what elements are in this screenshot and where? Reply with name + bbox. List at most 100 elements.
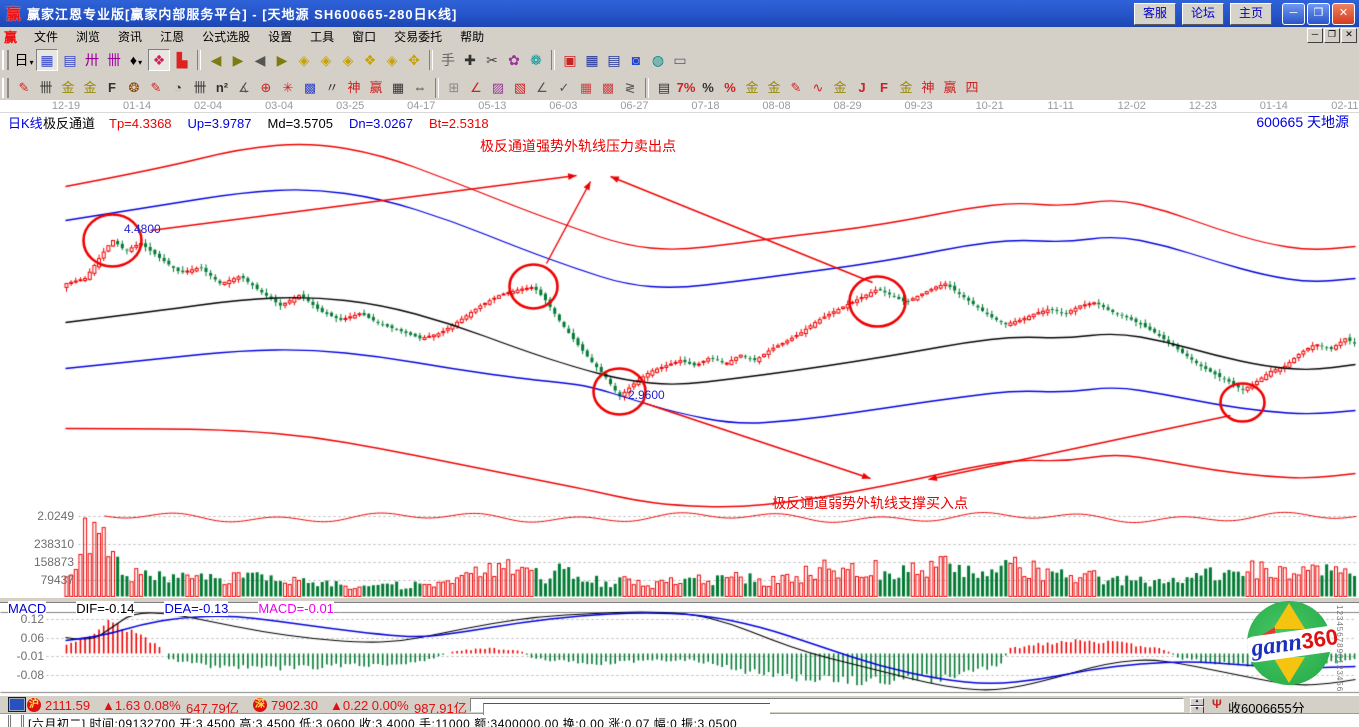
box-rays2-icon[interactable]: ▧ (513, 79, 527, 95)
spiral-icon[interactable]: ❂ (128, 79, 140, 95)
red-grid-icon[interactable]: ▦ (579, 79, 593, 95)
price-box-icon[interactable]: ⊞ (448, 79, 460, 95)
density-lines-icon[interactable]: 卌 (193, 79, 207, 95)
grid-lines-icon[interactable]: 卌 (39, 79, 53, 95)
gann-flower-icon[interactable]: ✿ (508, 52, 520, 68)
multi-window-icon[interactable]: ▦ (36, 49, 58, 71)
titlebar-button-2[interactable]: 论坛 (1181, 2, 1224, 25)
gold-grid1-icon[interactable]: 金 (61, 79, 75, 95)
box-rays-icon[interactable]: ▨ (491, 79, 505, 95)
four-angle-icon[interactable]: 四 (965, 79, 979, 95)
menu-设置[interactable]: 设置 (268, 29, 293, 44)
ying-grid-icon[interactable]: 赢 (369, 79, 383, 95)
titlebar-button-3[interactable]: 主页 (1229, 2, 1272, 25)
width-measure-icon[interactable]: ⇔ (413, 79, 427, 95)
memo-icon[interactable]: ▤ (607, 52, 621, 68)
gann-wheel-icon[interactable]: ❖ (148, 49, 170, 71)
red-web-icon[interactable]: ✳ (282, 79, 294, 95)
measure-cut-icon[interactable]: ✂ (486, 52, 498, 68)
diamond-right-icon[interactable]: ◈ (320, 52, 332, 68)
neural-net-icon[interactable]: ❁ (530, 52, 542, 68)
diamond-all-icon[interactable]: ✥ (408, 52, 420, 68)
j-angle-icon[interactable]: J (858, 79, 866, 95)
pct7-icon[interactable]: 7% (676, 79, 696, 95)
gann-clock-icon[interactable]: ◔ (174, 79, 182, 95)
printer-icon[interactable]: ▭ (673, 52, 687, 68)
calculator-icon[interactable]: ▦ (585, 52, 599, 68)
diamond-v-expand-icon[interactable]: ◈ (386, 52, 398, 68)
last-page-icon[interactable]: ▶ (232, 52, 244, 68)
diamond-left-icon[interactable]: ◈ (298, 52, 310, 68)
menu-交易委托[interactable]: 交易委托 (394, 29, 443, 44)
mdi-minimize-button[interactable]: ─ (1307, 28, 1323, 43)
restore-button[interactable]: ❐ (1307, 2, 1330, 25)
gold-lines-icon[interactable]: 金 (767, 79, 781, 95)
menu-文件[interactable]: 文件 (34, 29, 59, 44)
minute9-chart-icon[interactable]: 卌 (107, 52, 121, 68)
wave-icon[interactable]: ∿ (812, 79, 824, 95)
close-button[interactable]: ✕ (1332, 2, 1355, 25)
gold-grid2-icon[interactable]: 金 (83, 79, 97, 95)
menu-浏览[interactable]: 浏览 (76, 29, 101, 44)
n2-icon[interactable]: n² (215, 79, 229, 95)
shen-grid-icon[interactable]: 神 (347, 79, 361, 95)
color-histogram-icon[interactable]: ▙ (176, 52, 188, 68)
zigzag-icon[interactable]: ≷ (624, 79, 636, 95)
mdi-restore-button[interactable]: ❐ (1324, 28, 1340, 43)
kline-style-dropdown[interactable]: ♦▾ (129, 52, 143, 68)
titlebar-button-1[interactable]: 客服 (1133, 2, 1176, 25)
check-rays-icon[interactable]: ✓ (558, 79, 570, 95)
short-lines-icon[interactable]: 〃 (325, 79, 339, 95)
menu-资讯[interactable]: 资讯 (118, 29, 143, 44)
list-compare-icon[interactable]: ▤ (657, 79, 671, 95)
crosshair-icon[interactable]: ✚ (464, 52, 476, 68)
diamond-h-expand-icon[interactable]: ◈ (342, 52, 354, 68)
drag-hand-icon[interactable]: 手 (441, 52, 455, 68)
web-box-icon[interactable]: ▩ (303, 79, 317, 95)
gold-plain-icon[interactable]: 金 (833, 79, 847, 95)
angle-a-icon[interactable]: ∡ (238, 79, 250, 95)
shen-angle-icon[interactable]: 神 (921, 79, 935, 95)
gold-angle-icon[interactable]: 金 (899, 79, 913, 95)
red-pen-icon[interactable]: ✎ (150, 79, 162, 95)
menu-窗口[interactable]: 窗口 (352, 29, 377, 44)
gold-circle-icon[interactable]: 金 (745, 79, 759, 95)
f-angle-icon[interactable]: F (880, 79, 888, 95)
info-card-icon[interactable]: ▤ (63, 52, 77, 68)
ying-angle-icon[interactable]: 赢 (943, 79, 957, 95)
red-grid-box-icon[interactable]: ▩ (601, 79, 615, 95)
pct-lines-icon[interactable]: % (724, 79, 736, 95)
menu-江恩[interactable]: 江恩 (160, 29, 185, 44)
mdi-close-button[interactable]: ✕ (1341, 28, 1357, 43)
menu-帮助[interactable]: 帮助 (460, 29, 485, 44)
web-data-icon[interactable]: ◍ (651, 52, 665, 68)
save-icon[interactable]: ◙ (631, 52, 641, 68)
prev-bar-icon[interactable]: ◀ (254, 52, 266, 68)
toolbar-grip[interactable] (2, 50, 9, 70)
grip-bars[interactable] (8, 715, 24, 727)
calendar-icon[interactable]: ▣ (563, 52, 577, 68)
angle-rays-icon[interactable]: ∠ (536, 79, 548, 95)
market-grid-icon[interactable] (8, 697, 26, 715)
compass-pen-icon[interactable]: ✎ (18, 79, 30, 95)
period-day-dropdown[interactable]: 日▾ (14, 52, 34, 68)
kline-chart-canvas[interactable] (0, 100, 1359, 694)
fib-grid-icon[interactable]: F (108, 79, 116, 95)
toolbar-grip[interactable] (2, 77, 9, 98)
menu-工具[interactable]: 工具 (310, 29, 335, 44)
circle-cross-icon[interactable]: ⊕ (260, 79, 272, 95)
stock-label: 600665 天地源 (1256, 114, 1349, 130)
minimize-button[interactable]: ─ (1282, 2, 1305, 25)
next-bar-icon[interactable]: ▶ (276, 52, 288, 68)
diamond-x-icon[interactable]: ❖ (363, 52, 377, 68)
first-page-icon[interactable]: ◀ (210, 52, 222, 68)
marker-pen-icon[interactable]: ✎ (790, 79, 802, 95)
red-rays-icon[interactable]: ∠ (470, 79, 482, 95)
macd-axis-label: -0.01 (16, 649, 44, 663)
pct-icon[interactable]: % (702, 79, 714, 95)
page-spinner[interactable]: ▲ ▼ (1190, 698, 1204, 714)
pane-splitter[interactable] (0, 597, 1359, 603)
minute3-chart-icon[interactable]: 卅 (85, 52, 99, 68)
menu-公式选股[interactable]: 公式选股 (202, 29, 251, 44)
number-grid-icon[interactable]: ▦ (391, 79, 405, 95)
